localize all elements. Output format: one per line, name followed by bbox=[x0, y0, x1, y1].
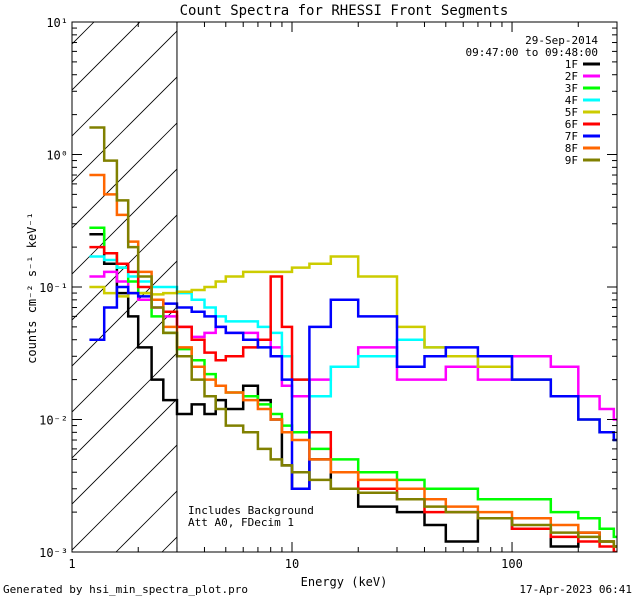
y-tick-label: 10⁻³ bbox=[39, 546, 68, 560]
chart-title: Count Spectra for RHESSI Front Segments bbox=[180, 3, 509, 19]
x-tick-label: 1 bbox=[68, 557, 75, 571]
y-axis-label: counts cm⁻² s⁻¹ keV⁻¹ bbox=[25, 212, 39, 364]
hatch-stroke bbox=[72, 444, 177, 551]
x-tick-label: 10 bbox=[285, 557, 299, 571]
hatch-stroke bbox=[72, 76, 177, 183]
series-9f bbox=[89, 126, 617, 548]
hatch-stroke bbox=[72, 398, 177, 505]
y-tick-label: 10⁻² bbox=[39, 414, 68, 428]
y-tick-label: 10⁰ bbox=[46, 149, 68, 163]
hatch-stroke bbox=[72, 30, 177, 137]
legend-label-7f: 7F bbox=[565, 130, 578, 143]
timestamp-text: 17-Apr-2023 06:41 bbox=[519, 583, 632, 596]
legend-label-4f: 4F bbox=[565, 94, 578, 107]
generated-by-text: Generated by hsi_min_spectra_plot.pro bbox=[3, 583, 249, 596]
x-tick-label: 100 bbox=[501, 557, 523, 571]
y-tick-label: 10¹ bbox=[46, 16, 68, 30]
annotation-attenuator: Att A0, FDecim 1 bbox=[188, 516, 294, 529]
legend-label-6f: 6F bbox=[565, 118, 578, 131]
x-axis-label: Energy (keV) bbox=[301, 575, 388, 589]
y-tick-label: 10⁻¹ bbox=[39, 281, 68, 295]
legend-label-1f: 1F bbox=[565, 58, 578, 71]
legend-label-3f: 3F bbox=[565, 82, 578, 95]
legend-label-2f: 2F bbox=[565, 70, 578, 83]
date-label: 29-Sep-2014 bbox=[525, 34, 598, 47]
legend-label-5f: 5F bbox=[565, 106, 578, 119]
time-range-label: 09:47:00 to 09:48:00 bbox=[466, 46, 598, 59]
legend-label-8f: 8F bbox=[565, 142, 578, 155]
legend-label-9f: 9F bbox=[565, 154, 578, 167]
annotation-background: Includes Background bbox=[188, 504, 314, 517]
